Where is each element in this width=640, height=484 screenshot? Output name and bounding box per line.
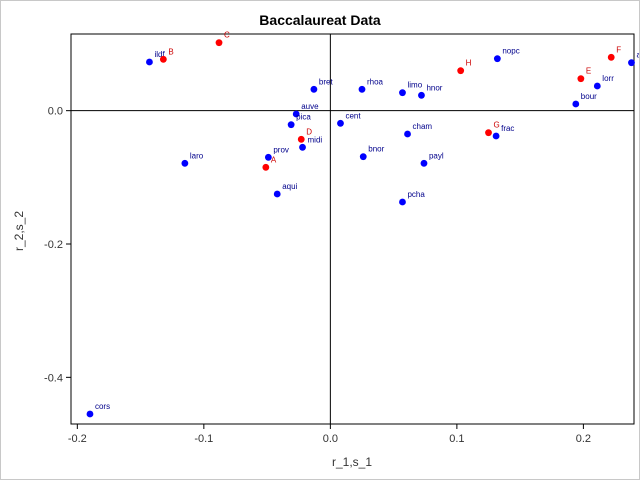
- data-point-lorr: [593, 82, 601, 90]
- data-point-D: [297, 135, 305, 143]
- data-point-prov: [264, 153, 272, 161]
- data-point-bret: [310, 85, 318, 93]
- x-tick-label: 0.2: [576, 433, 591, 445]
- y-axis: 0.0 -0.2 -0.4: [44, 106, 71, 384]
- point-label-laro: laro: [190, 151, 204, 160]
- data-point-pcha: [399, 198, 406, 206]
- data-point-H: [457, 67, 465, 75]
- point-label-auve: auve: [301, 102, 319, 111]
- point-label-F: F: [616, 45, 621, 54]
- point-label-B: B: [168, 47, 173, 56]
- point-label-cent: cent: [345, 111, 361, 120]
- point-label-ildf: ildf: [154, 50, 165, 59]
- data-point-E: [577, 75, 585, 83]
- x-axis-label: r_1,s_1: [332, 455, 372, 469]
- data-point-bour: [572, 100, 580, 108]
- data-point-aqui: [273, 190, 281, 198]
- data-point-cent: [337, 119, 344, 127]
- point-label-limo: limo: [407, 81, 422, 90]
- x-tick-label: 0.1: [449, 433, 464, 445]
- data-point-bnor: [359, 153, 367, 161]
- point-label-alsa: alsa: [636, 51, 639, 60]
- y-tick-label: -0.4: [44, 372, 63, 384]
- point-label-cors: cors: [95, 402, 110, 411]
- data-point-C: [215, 39, 223, 47]
- point-label-prov: prov: [273, 145, 289, 154]
- point-label-lorr: lorr: [602, 74, 614, 83]
- point-label-midi: midi: [308, 135, 323, 144]
- point-label-pica: pica: [296, 113, 311, 122]
- x-tick-label: 0.0: [323, 433, 338, 445]
- data-point-rhoa: [358, 85, 366, 93]
- y-tick-label: -0.2: [44, 239, 63, 251]
- point-label-frac: frac: [501, 124, 514, 133]
- chart-title: Baccalaureat Data: [259, 12, 381, 28]
- point-label-H: H: [466, 59, 472, 68]
- point-label-bour: bour: [581, 92, 597, 101]
- point-label-aqui: aqui: [282, 182, 297, 191]
- data-point-cors: [86, 410, 94, 418]
- data-point-B: [159, 55, 167, 63]
- x-tick-label: -0.2: [68, 433, 87, 445]
- point-label-A: A: [271, 155, 277, 164]
- point-label-bnor: bnor: [368, 145, 384, 154]
- y-tick-label: 0.0: [48, 106, 63, 118]
- point-label-rhoa: rhoa: [367, 77, 384, 86]
- x-axis: -0.2 -0.1 0.0 0.1 0.2: [68, 424, 591, 445]
- point-label-bret: bret: [319, 77, 334, 86]
- data-point-limo: [399, 89, 406, 97]
- data-point-hnor: [418, 91, 425, 99]
- data-point-F: [607, 53, 615, 61]
- point-label-nopc: nopc: [502, 47, 519, 56]
- y-axis-label: r_2,s_2: [12, 211, 26, 251]
- point-label-D: D: [306, 127, 312, 136]
- data-point-alsa: [628, 59, 635, 67]
- data-point-G: [485, 129, 492, 137]
- point-label-G: G: [494, 121, 500, 130]
- point-label-E: E: [586, 67, 591, 76]
- data-point-ildf: [146, 58, 153, 66]
- data-point-pica: [287, 121, 295, 129]
- data-point-cham: [404, 130, 411, 138]
- point-label-C: C: [224, 31, 230, 40]
- data-point-laro: [181, 159, 189, 167]
- point-label-hnor: hnor: [426, 83, 442, 92]
- point-label-payl: payl: [429, 151, 444, 160]
- plot-area: [70, 33, 635, 425]
- data-point-auve: [292, 110, 300, 118]
- point-label-cham: cham: [413, 122, 433, 131]
- data-point-payl: [420, 159, 428, 167]
- x-tick-label: -0.1: [194, 433, 213, 445]
- point-label-pcha: pcha: [407, 190, 425, 199]
- data-point-A: [262, 163, 270, 171]
- data-point-nopc: [493, 55, 501, 63]
- data-point-midi: [299, 143, 306, 151]
- points-layer: ildf bret rhoa limo hnor nopc alsa lorr bour auve…: [86, 31, 640, 418]
- data-point-frac: [492, 132, 500, 140]
